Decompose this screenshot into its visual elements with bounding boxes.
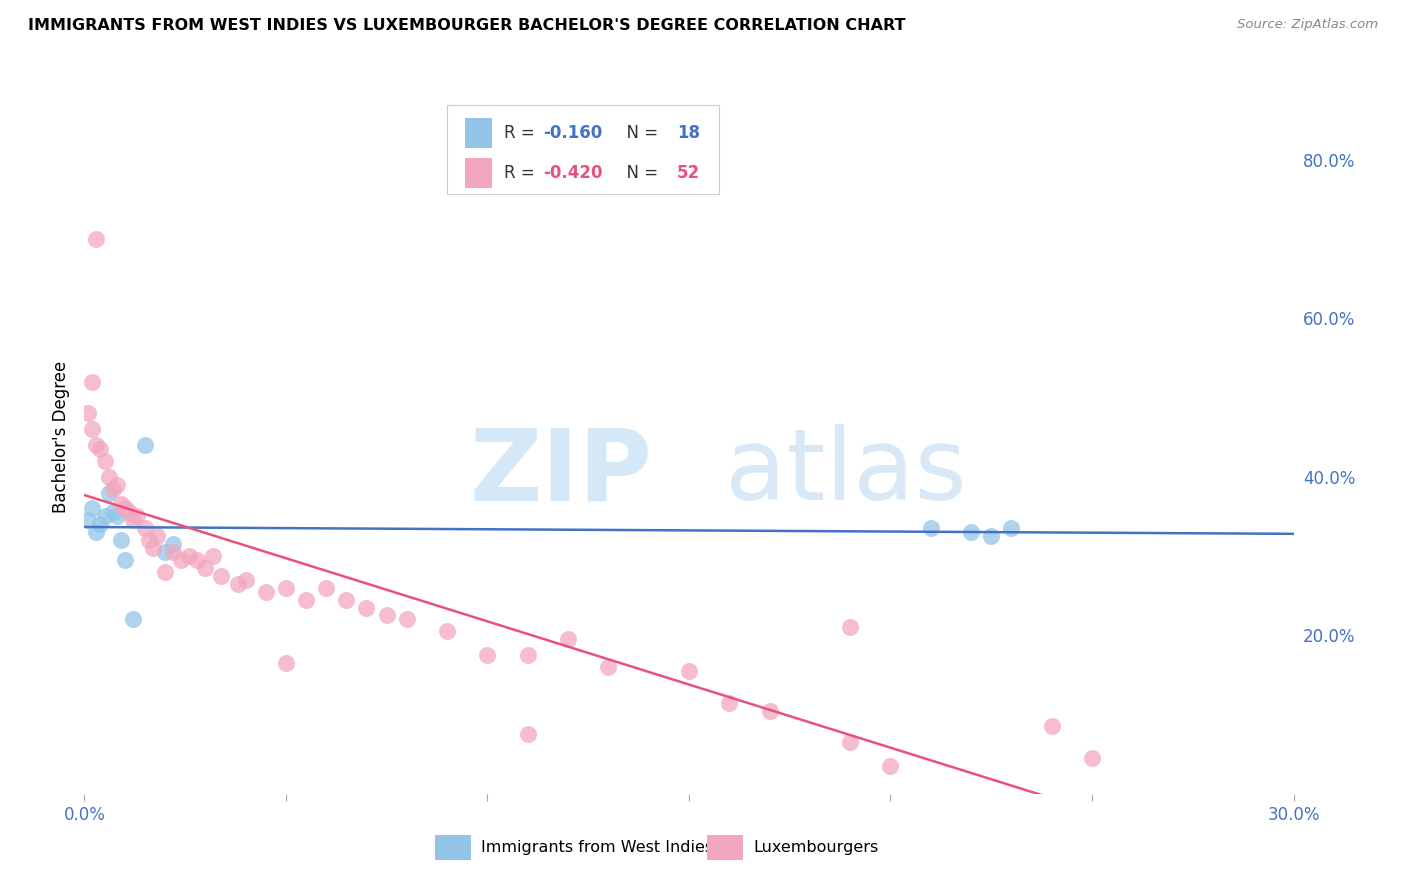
Point bbox=[121, 513, 143, 527]
Point bbox=[718, 696, 741, 710]
Point bbox=[274, 581, 297, 595]
FancyBboxPatch shape bbox=[447, 105, 720, 194]
Point bbox=[1000, 521, 1022, 535]
Text: 52: 52 bbox=[676, 164, 700, 182]
Point bbox=[315, 581, 337, 595]
Point bbox=[226, 576, 249, 591]
Text: ZIP: ZIP bbox=[470, 425, 652, 521]
Point bbox=[134, 438, 156, 452]
Text: -0.420: -0.420 bbox=[543, 164, 602, 182]
Point bbox=[118, 505, 141, 519]
Point bbox=[436, 624, 458, 639]
Text: IMMIGRANTS FROM WEST INDIES VS LUXEMBOURGER BACHELOR'S DEGREE CORRELATION CHART: IMMIGRANTS FROM WEST INDIES VS LUXEMBOUR… bbox=[28, 18, 905, 33]
Text: 18: 18 bbox=[676, 125, 700, 143]
Point bbox=[101, 505, 124, 519]
Bar bbox=[707, 835, 744, 860]
Point bbox=[356, 600, 378, 615]
Point bbox=[879, 759, 901, 773]
Text: Source: ZipAtlas.com: Source: ZipAtlas.com bbox=[1237, 18, 1378, 31]
Point bbox=[598, 660, 620, 674]
Point bbox=[105, 509, 128, 524]
Text: -0.160: -0.160 bbox=[543, 125, 602, 143]
Point bbox=[209, 569, 232, 583]
Point bbox=[93, 454, 115, 468]
Text: N =: N = bbox=[616, 164, 664, 182]
Text: R =: R = bbox=[503, 125, 540, 143]
Point bbox=[960, 525, 983, 540]
Point bbox=[375, 608, 398, 623]
Point bbox=[920, 521, 942, 535]
Text: R =: R = bbox=[503, 164, 540, 182]
Point bbox=[138, 533, 160, 548]
Point bbox=[202, 549, 225, 563]
Point bbox=[110, 533, 132, 548]
Text: Immigrants from West Indies: Immigrants from West Indies bbox=[481, 840, 713, 855]
Point bbox=[254, 584, 277, 599]
Point bbox=[82, 422, 104, 436]
Point bbox=[557, 632, 579, 647]
Point bbox=[153, 545, 176, 559]
Point bbox=[134, 521, 156, 535]
Point bbox=[274, 656, 297, 670]
Bar bbox=[434, 835, 471, 860]
Point bbox=[839, 735, 862, 749]
Point bbox=[97, 469, 120, 483]
Point bbox=[678, 664, 700, 678]
Point bbox=[235, 573, 257, 587]
Point bbox=[86, 525, 108, 540]
Point bbox=[395, 612, 418, 626]
Point bbox=[194, 561, 217, 575]
Point bbox=[980, 529, 1002, 543]
Point bbox=[179, 549, 201, 563]
Point bbox=[153, 565, 176, 579]
Point bbox=[516, 648, 538, 662]
Point bbox=[89, 442, 111, 456]
Point bbox=[105, 477, 128, 491]
Point bbox=[516, 727, 538, 741]
Point bbox=[82, 501, 104, 516]
Point bbox=[839, 620, 862, 634]
Point bbox=[82, 375, 104, 389]
Point bbox=[1081, 751, 1104, 765]
Point bbox=[125, 509, 148, 524]
Point bbox=[110, 498, 132, 512]
Point bbox=[162, 545, 184, 559]
Point bbox=[170, 553, 193, 567]
Point bbox=[142, 541, 165, 555]
Point bbox=[89, 517, 111, 532]
FancyBboxPatch shape bbox=[465, 158, 492, 188]
Point bbox=[77, 406, 100, 420]
Point bbox=[86, 438, 108, 452]
Point bbox=[114, 553, 136, 567]
Point bbox=[758, 704, 780, 718]
Point bbox=[162, 537, 184, 551]
Point bbox=[86, 232, 108, 246]
Point bbox=[1040, 719, 1063, 733]
FancyBboxPatch shape bbox=[465, 119, 492, 148]
Text: Luxembourgers: Luxembourgers bbox=[754, 840, 879, 855]
Y-axis label: Bachelor's Degree: Bachelor's Degree bbox=[52, 361, 70, 513]
Point bbox=[146, 529, 169, 543]
Text: atlas: atlas bbox=[725, 425, 967, 521]
Text: N =: N = bbox=[616, 125, 664, 143]
Point bbox=[93, 509, 115, 524]
Point bbox=[477, 648, 499, 662]
Point bbox=[114, 501, 136, 516]
Point bbox=[186, 553, 208, 567]
Point bbox=[295, 592, 318, 607]
Point bbox=[335, 592, 357, 607]
Point bbox=[101, 482, 124, 496]
Point bbox=[121, 612, 143, 626]
Point bbox=[77, 513, 100, 527]
Point bbox=[97, 485, 120, 500]
